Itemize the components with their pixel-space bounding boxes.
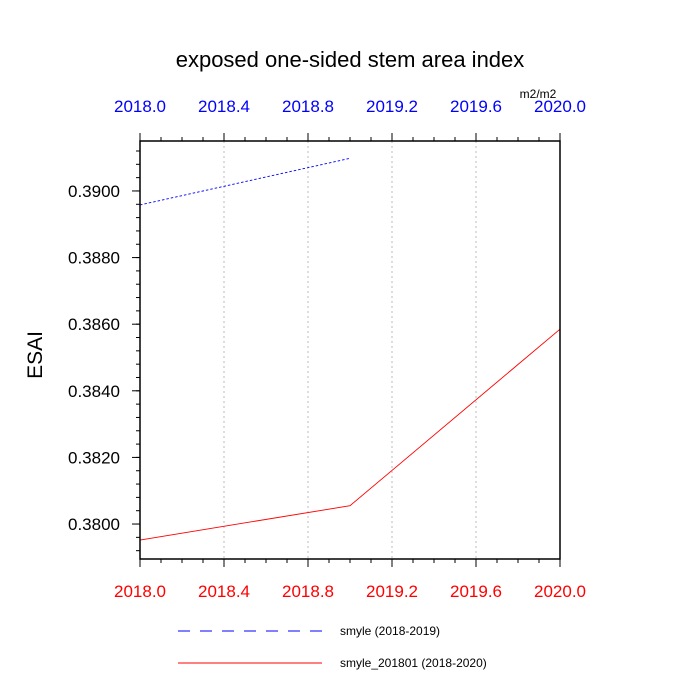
x-tick-label-top: 2019.2 [366,97,418,116]
axis-ticks: 2018.0 2018.0 2018.4 2018.4 2018.8 2018.8 2019… [68,97,586,601]
x-tick-label-top: 2018.8 [282,97,334,116]
legend-label-2: smyle_201801 (2018-2020) [340,656,487,670]
x-tick-label-top: 2019.6 [450,97,502,116]
series-line-2 [139,328,561,541]
x-tick-label-bottom: 2019.2 [366,582,418,601]
y-tick-label: 0.3840 [68,382,120,401]
plot-frame [139,140,561,560]
y-tick-label: 0.3900 [68,182,120,201]
series-line-1 [139,157,351,206]
x-tick-label-top: 2018.0 [114,97,166,116]
x-tick-label-bottom: 2018.4 [198,582,250,601]
grid [223,141,477,559]
y-tick-label: 0.3800 [68,515,120,534]
x-tick-label-bottom: 2019.6 [450,582,502,601]
x-tick-label-bottom: 2020.0 [534,582,586,601]
y-tick-label: 0.3820 [68,448,120,467]
y-axis-label: ESAI [24,331,47,379]
units-label: m2/m2 [520,87,557,101]
series-lines [139,157,561,541]
y-tick-label: 0.3880 [68,249,120,268]
x-tick-label-top: 2018.4 [198,97,250,116]
x-tick-label-bottom: 2018.0 [114,582,166,601]
y-tick-label: 0.3860 [68,315,120,334]
legend: smyle (2018-2019) smyle_201801 (2018-2020… [178,624,487,670]
chart-title: exposed one-sided stem area index [176,47,525,72]
x-tick-label-top: 2020.0 [534,97,586,116]
x-tick-label-bottom: 2018.8 [282,582,334,601]
legend-label-1: smyle (2018-2019) [340,624,440,638]
